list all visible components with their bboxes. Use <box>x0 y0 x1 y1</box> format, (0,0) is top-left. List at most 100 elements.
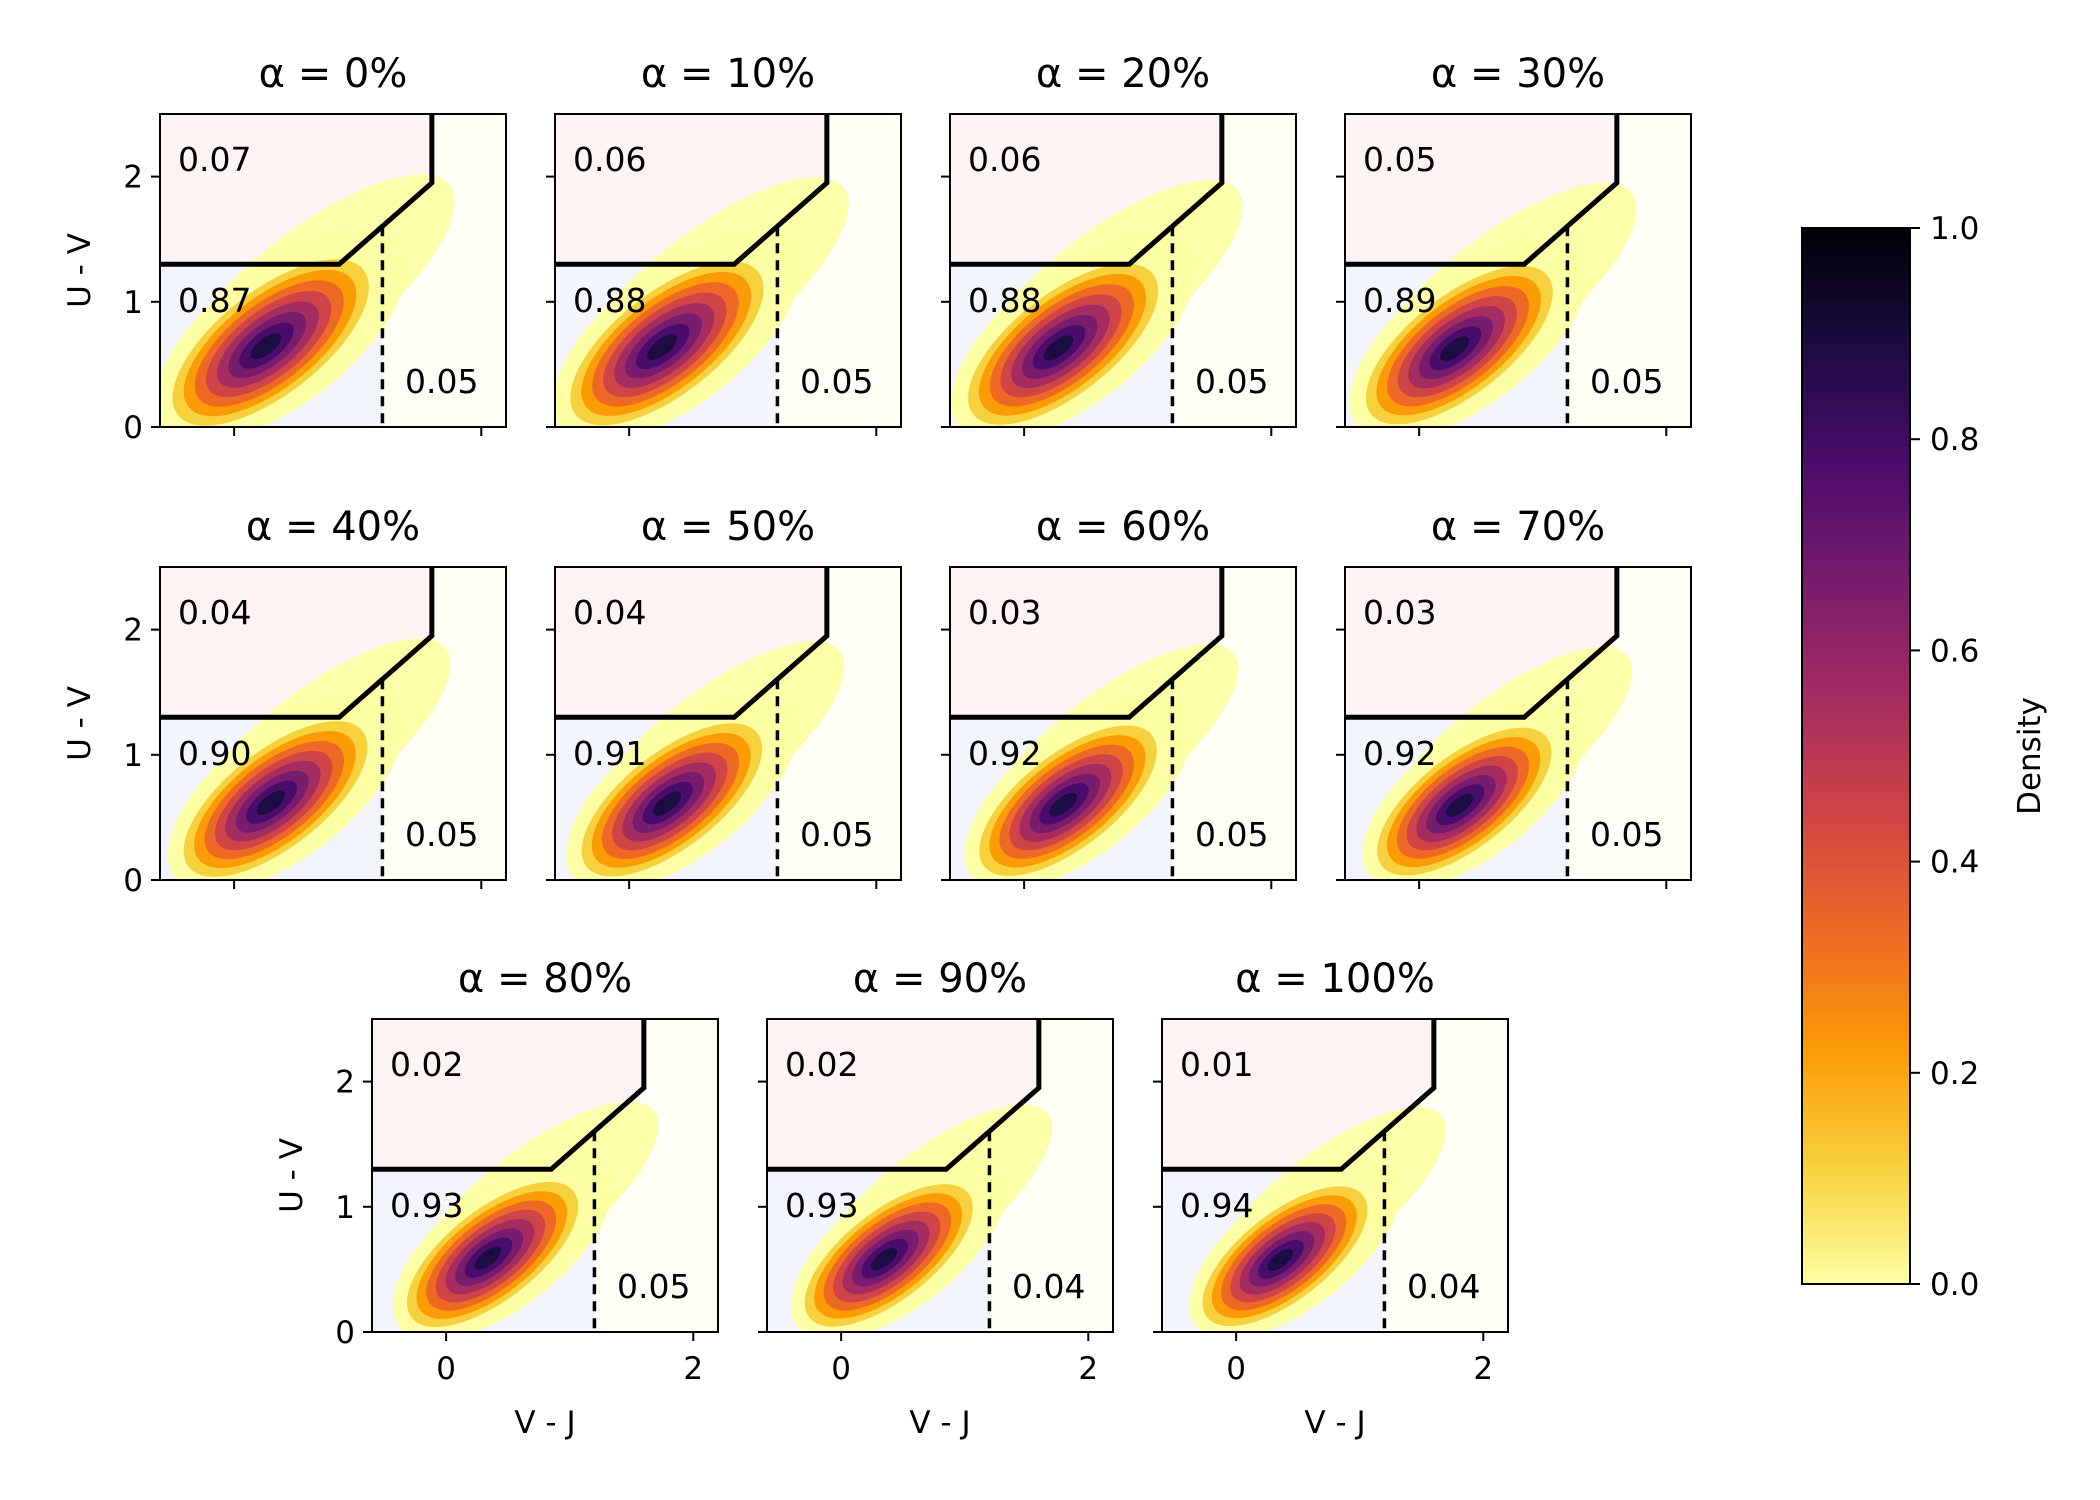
quiescent-boundary <box>767 1019 1042 1172</box>
quiescent-fraction: 0.04 <box>573 593 646 632</box>
y-tick-label: 2 <box>123 160 143 196</box>
quiescent-boundary <box>555 114 830 267</box>
star-forming-fraction: 0.93 <box>785 1186 858 1225</box>
y-tick-label: 1 <box>123 738 143 774</box>
star-forming-fraction: 0.90 <box>178 734 251 773</box>
dusty-fraction: 0.05 <box>1590 362 1663 401</box>
panel-frame <box>1344 113 1692 428</box>
panel-plot-area <box>1345 567 1691 880</box>
panel-frame <box>949 566 1297 881</box>
quiescent-boundary <box>372 1019 647 1172</box>
colorbar: 0.0 0.2 0.4 0.6 0.8 1.0 Density <box>1801 211 2048 1303</box>
dusty-fraction: 0.05 <box>617 1267 690 1306</box>
panel-0: 0.07 0.87 0.05 α = 0% 0 1 2 U - V <box>62 51 507 446</box>
panel-frame <box>159 566 507 881</box>
star-forming-fraction: 0.88 <box>573 281 646 320</box>
x-tick-label: 0 <box>1226 1351 1246 1387</box>
y-axis-label: U - V <box>62 686 98 761</box>
x-axis-label: V - J <box>1304 1405 1365 1441</box>
quiescent-fraction: 0.03 <box>968 593 1041 632</box>
colorbar-tick-label: 1.0 <box>1930 211 1979 247</box>
x-tick-label: 2 <box>1078 1351 1098 1387</box>
panel-frame <box>1161 1018 1509 1333</box>
density-level-8 <box>647 334 678 360</box>
panel-plot-area <box>1162 1019 1508 1332</box>
panel-1: 0.06 0.88 0.05 α = 10% <box>546 51 902 436</box>
density-level-8 <box>1049 792 1078 817</box>
panel-8: 0.02 0.93 0.05 α = 80% 0 1 2 0 2 U - V V - J <box>274 956 719 1441</box>
quiescent-fraction: 0.06 <box>573 140 646 179</box>
panel-plot-area <box>372 1019 718 1332</box>
panel-title: α = 90% <box>853 956 1027 1002</box>
dusty-fraction: 0.05 <box>1590 815 1663 854</box>
star-forming-fraction: 0.94 <box>1180 1186 1253 1225</box>
density-contours <box>951 179 1243 427</box>
density-contours <box>160 174 455 427</box>
panel-3: 0.05 0.89 0.05 α = 30% <box>1336 51 1692 436</box>
y-tick-label: 1 <box>335 1190 355 1226</box>
colorbar-tick-label: 0.0 <box>1930 1267 1979 1303</box>
x-axis-label: V - J <box>514 1405 575 1441</box>
x-tick-label: 2 <box>683 1351 703 1387</box>
colorbar-gradient <box>1801 227 1911 1285</box>
panel-title: α = 40% <box>246 504 420 550</box>
panel-plot-area <box>1345 114 1691 427</box>
panel-title: α = 70% <box>1431 504 1605 550</box>
density-contours <box>392 1101 659 1332</box>
quiescent-boundary <box>1162 1019 1437 1172</box>
density-level-8 <box>474 1246 502 1270</box>
panel-title: α = 20% <box>1036 51 1210 97</box>
x-tick-label: 0 <box>831 1351 851 1387</box>
y-tick-label: 0 <box>335 1315 355 1351</box>
panel-6: 0.03 0.92 0.05 α = 60% <box>941 504 1297 889</box>
quiescent-fraction: 0.07 <box>178 140 251 179</box>
density-level-8 <box>652 791 682 816</box>
panel-title: α = 10% <box>641 51 815 97</box>
star-forming-fraction: 0.92 <box>968 734 1041 773</box>
quiescent-fraction: 0.02 <box>785 1045 858 1084</box>
quiescent-boundary <box>1345 114 1620 267</box>
density-level-8 <box>1043 335 1074 361</box>
star-forming-fraction: 0.93 <box>390 1186 463 1225</box>
quiescent-boundary <box>950 567 1225 720</box>
density-contours <box>1362 646 1633 880</box>
density-level-8 <box>1439 336 1470 362</box>
panel-plot-area <box>160 114 506 427</box>
dusty-fraction: 0.04 <box>1012 1267 1085 1306</box>
density-level-8 <box>1267 1248 1294 1271</box>
colorbar-tick-label: 0.4 <box>1930 845 1979 881</box>
panel-9: 0.02 0.93 0.04 α = 90% 0 2 V - J <box>758 956 1114 1441</box>
panel-title: α = 60% <box>1036 504 1210 550</box>
panel-5: 0.04 0.91 0.05 α = 50% <box>546 504 902 889</box>
x-tick-label: 0 <box>436 1351 456 1387</box>
colorbar-tick-label: 0.2 <box>1930 1056 1979 1092</box>
x-axis-label: V - J <box>909 1405 970 1441</box>
panel-title: α = 0% <box>259 51 408 97</box>
panel-frame <box>766 1018 1114 1333</box>
panel-plot-area <box>950 567 1296 880</box>
y-tick-label: 0 <box>123 863 143 899</box>
y-tick-label: 1 <box>123 285 143 321</box>
panel-10: 0.01 0.94 0.04 α = 100% 0 2 V - J <box>1153 956 1509 1441</box>
panel-plot-area <box>767 1019 1113 1332</box>
quiescent-boundary <box>160 114 435 267</box>
panel-plot-area <box>950 114 1296 427</box>
quiescent-boundary <box>555 567 830 720</box>
dusty-fraction: 0.05 <box>405 815 478 854</box>
star-forming-fraction: 0.91 <box>573 734 646 773</box>
panel-plot-area <box>160 567 506 880</box>
star-forming-fraction: 0.89 <box>1363 281 1436 320</box>
panel-frame <box>554 566 902 881</box>
quiescent-fraction: 0.02 <box>390 1045 463 1084</box>
panel-title: α = 80% <box>458 956 632 1002</box>
y-axis-label: U - V <box>274 1138 310 1213</box>
dusty-fraction: 0.05 <box>405 362 478 401</box>
dusty-fraction: 0.05 <box>1195 815 1268 854</box>
quiescent-fraction: 0.05 <box>1363 140 1436 179</box>
panel-title: α = 100% <box>1235 956 1435 1002</box>
panels-group: 0.07 0.87 0.05 α = 0% 0 1 2 U - V 0.06 0.88 0.05 α … <box>62 51 1692 1441</box>
y-tick-label: 2 <box>335 1065 355 1101</box>
dusty-fraction: 0.05 <box>1195 362 1268 401</box>
star-forming-fraction: 0.88 <box>968 281 1041 320</box>
